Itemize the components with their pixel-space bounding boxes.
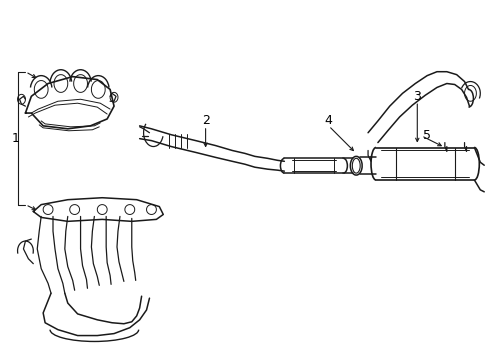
Text: 2: 2	[201, 114, 209, 127]
Text: 4: 4	[324, 114, 332, 127]
Text: 5: 5	[422, 129, 430, 142]
Text: 1: 1	[12, 132, 20, 145]
Text: 3: 3	[412, 90, 420, 103]
